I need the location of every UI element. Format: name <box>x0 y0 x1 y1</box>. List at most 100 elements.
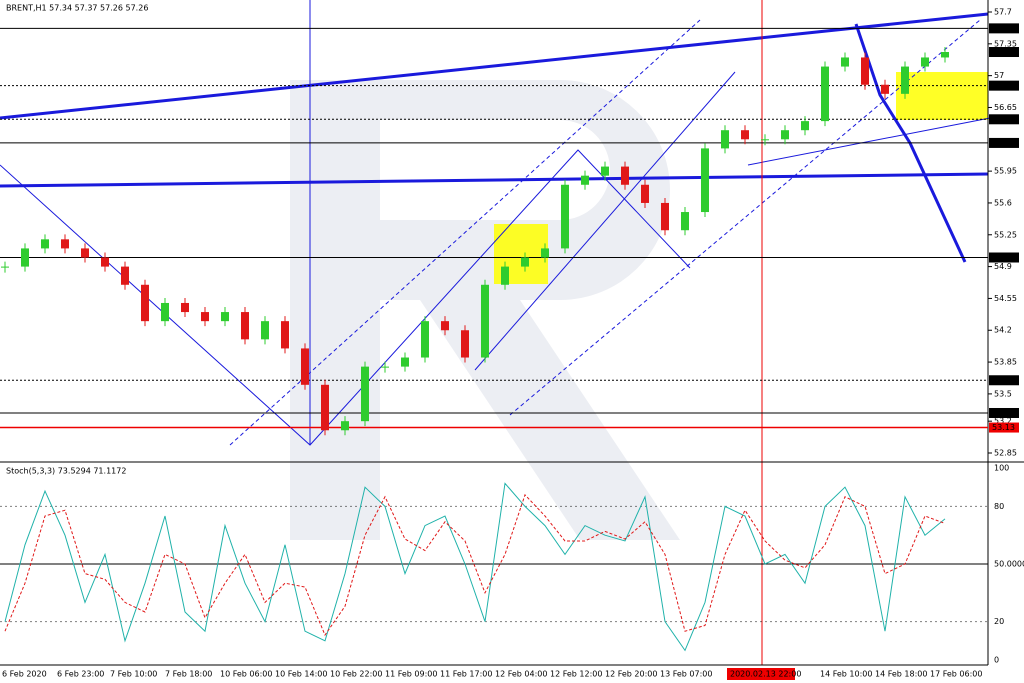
header: BRENT,H1 57.34 57.37 57.26 57.26 <box>6 4 148 13</box>
candle <box>401 357 409 367</box>
candle <box>861 57 869 85</box>
level-label: 57.52 <box>992 24 1015 33</box>
x-tick-label: 14 Feb 18:00 <box>875 670 927 679</box>
y-tick-label: 20 <box>994 617 1004 626</box>
candle <box>501 266 509 285</box>
cursor-label: 2020.02.13 22:00 <box>730 670 801 679</box>
x-tick-label: 13 Feb 07:00 <box>660 670 712 679</box>
level-label-bg <box>989 137 1019 148</box>
y-tick-label: 80 <box>994 502 1004 511</box>
level-label: 56.26 <box>992 138 1015 147</box>
candle <box>881 84 889 94</box>
candle <box>221 312 229 322</box>
y-tick-label: 55.25 <box>994 230 1017 239</box>
level-label: 53.29 <box>992 408 1015 417</box>
candle <box>781 130 789 140</box>
stoch-title: Stoch(5,3,3) 73.5294 71.1172 <box>6 467 126 476</box>
candle <box>41 239 49 249</box>
candle <box>81 248 89 258</box>
level-label: 57.26 <box>992 48 1015 57</box>
candle <box>1 266 9 268</box>
candle <box>801 121 809 131</box>
y-tick-label: 0 <box>994 656 999 665</box>
y-tick-label: 55.6 <box>994 198 1012 207</box>
candle <box>901 66 909 94</box>
candle <box>241 312 249 340</box>
candle <box>521 257 529 267</box>
x-tick-label: 12 Feb 20:00 <box>605 670 657 679</box>
x-tick-label: 11 Feb 09:00 <box>385 670 437 679</box>
candle <box>361 366 369 422</box>
level-label-bg <box>989 422 1019 433</box>
level-label: 55.00 <box>992 253 1015 262</box>
x-tick-label: 11 Feb 17:00 <box>440 670 492 679</box>
candle <box>581 175 589 185</box>
x-tick-label: 6 Feb 23:00 <box>57 670 104 679</box>
candle <box>321 384 329 431</box>
candle <box>281 321 289 349</box>
level-label-bg <box>989 252 1019 263</box>
y-tick-label: 54.9 <box>994 262 1012 271</box>
candle <box>441 321 449 331</box>
level-label-bg <box>989 47 1019 58</box>
candle <box>661 202 669 231</box>
x-tick-label: 10 Feb 14:00 <box>275 670 327 679</box>
level-label-bg <box>989 80 1019 91</box>
y-tick-label: 54.2 <box>994 326 1012 335</box>
x-tick-label: 10 Feb 22:00 <box>330 670 382 679</box>
stoch-signal <box>4 493 946 637</box>
candle <box>101 257 109 267</box>
level-label: 53.65 <box>992 376 1015 385</box>
candle <box>681 212 689 231</box>
candle <box>201 312 209 322</box>
candle <box>261 321 269 340</box>
candle <box>181 302 189 313</box>
y-tick-label: 52.85 <box>994 449 1017 458</box>
y-tick-label: 54.55 <box>994 294 1017 303</box>
candle <box>61 239 69 249</box>
x-tick-label: 7 Feb 18:00 <box>165 670 212 679</box>
level-label-bg <box>989 407 1019 418</box>
candle <box>421 321 429 358</box>
watermark <box>290 80 680 540</box>
candle <box>941 52 949 58</box>
candle <box>161 302 169 322</box>
x-tick-label: 12 Feb 12:00 <box>550 670 602 679</box>
candle <box>461 330 469 358</box>
x-tick-label: 12 Feb 04:00 <box>495 670 547 679</box>
y-tick-label: 55.95 <box>994 167 1017 176</box>
y-tick-label: 53.85 <box>994 358 1017 367</box>
candle <box>841 57 849 67</box>
y-tick-label: 53.2 <box>994 417 1012 426</box>
candle <box>721 130 729 149</box>
level-label-bg <box>989 114 1019 125</box>
candle <box>741 130 749 140</box>
y-tick-label: 100 <box>994 464 1009 473</box>
level-label-bg <box>989 23 1019 34</box>
candle <box>641 184 649 203</box>
x-tick-label: 17 Feb 06:00 <box>930 670 982 679</box>
level-label: 56.52 <box>992 115 1015 124</box>
candle <box>561 184 569 249</box>
x-tick-label: 7 Feb 10:00 <box>110 670 157 679</box>
candle <box>21 248 29 267</box>
level-label: 56.89 <box>992 81 1015 90</box>
level-label-bg <box>989 375 1019 386</box>
candle <box>381 366 389 368</box>
level-label: 53.13 <box>992 423 1015 432</box>
candle <box>481 284 489 358</box>
y-tick-label: 56.65 <box>994 103 1017 112</box>
y-tick-label: 57 <box>994 71 1004 80</box>
candle <box>141 284 149 322</box>
zone <box>896 72 988 120</box>
candle <box>621 166 629 185</box>
candle <box>761 139 769 141</box>
candle <box>341 421 349 431</box>
x-tick-label: 10 Feb 06:00 <box>220 670 272 679</box>
candle <box>701 148 709 213</box>
y-tick-label: 50.0000 <box>994 560 1024 569</box>
candle <box>601 166 609 176</box>
candle <box>921 57 929 67</box>
x-tick-label: 6 Feb 2020 <box>2 670 47 679</box>
